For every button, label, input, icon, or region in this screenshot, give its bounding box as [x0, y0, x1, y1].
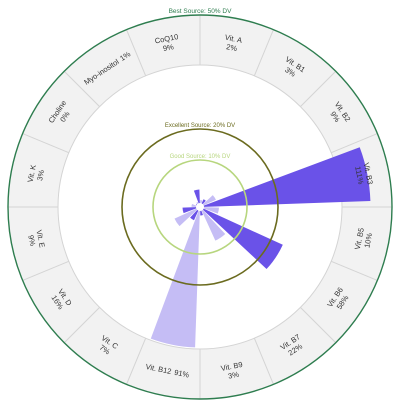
- band-divider: [300, 307, 337, 344]
- category-label-vit-b9: Vit. B93%: [220, 360, 245, 382]
- band-divider: [126, 337, 147, 385]
- band-divider: [63, 307, 100, 344]
- category-value: 10%: [362, 232, 374, 249]
- category-label-vit-b3: Vit. B3111%: [353, 162, 375, 187]
- bar-vit-b12: [150, 210, 200, 348]
- bar-vit-b7: [201, 209, 226, 241]
- category-name: Vit. B5: [353, 227, 366, 250]
- category-band: [7, 15, 392, 399]
- category-label-vit-k: Vit. K3%: [26, 164, 47, 185]
- band-divider: [126, 29, 147, 77]
- threshold-label: Excellent Source: 20% DV: [165, 123, 235, 129]
- category-value: 111%: [353, 166, 365, 186]
- band-divider: [330, 133, 378, 154]
- bar-myo-inositol: [196, 201, 199, 205]
- band-divider: [253, 29, 274, 77]
- bar-vit-a: [200, 200, 203, 204]
- threshold-ring-50: [7, 14, 393, 400]
- category-value: 2%: [226, 42, 239, 53]
- bar-choline: [195, 203, 198, 206]
- category-value: 9%: [162, 42, 175, 53]
- bar-vit-b5: [203, 207, 219, 214]
- bar-vit-k: [191, 204, 197, 207]
- category-value: 3%: [35, 169, 46, 182]
- category-name: Vit. B9: [220, 360, 243, 373]
- bar-vit-e: [182, 207, 197, 214]
- bar-vit-b3: [203, 147, 371, 207]
- threshold-label: Good Source: 10% DV: [170, 154, 231, 160]
- band-divider: [63, 70, 100, 107]
- band-inner-edge: [57, 64, 343, 350]
- band-divider: [22, 260, 70, 281]
- threshold-label: Best Source: 50% DV: [169, 8, 233, 15]
- bar-vit-b9: [200, 210, 203, 216]
- bar-vit-b2: [202, 195, 216, 206]
- band-divider: [22, 133, 70, 154]
- band-divider: [300, 70, 337, 107]
- category-value: 9%: [26, 234, 37, 247]
- category-label-vit-e: Vit. E9%: [26, 229, 47, 250]
- threshold-ring-20: [121, 128, 279, 286]
- category-value: 91%: [173, 368, 190, 380]
- bar-coq10: [193, 189, 200, 204]
- bar-vit-b1: [201, 199, 206, 205]
- band-divider: [253, 337, 274, 385]
- category-label-vit-a: Vit. A2%: [222, 33, 243, 54]
- category-name: Vit. B3: [362, 162, 375, 185]
- category-label-vit-b5: Vit. B510%: [353, 227, 375, 252]
- threshold-rings: Best Source: 50% DV Excellent Source: 20%…: [7, 8, 393, 400]
- bar-vit-d: [174, 208, 198, 227]
- bar-vit-c: [190, 209, 199, 221]
- category-name: Vit. K: [26, 164, 38, 183]
- band-divider: [330, 260, 378, 281]
- category-name: Vit. E: [34, 229, 46, 248]
- category-value: 3%: [227, 370, 240, 381]
- threshold-ring-10: [152, 159, 248, 255]
- category-name: Vit. A: [224, 33, 243, 45]
